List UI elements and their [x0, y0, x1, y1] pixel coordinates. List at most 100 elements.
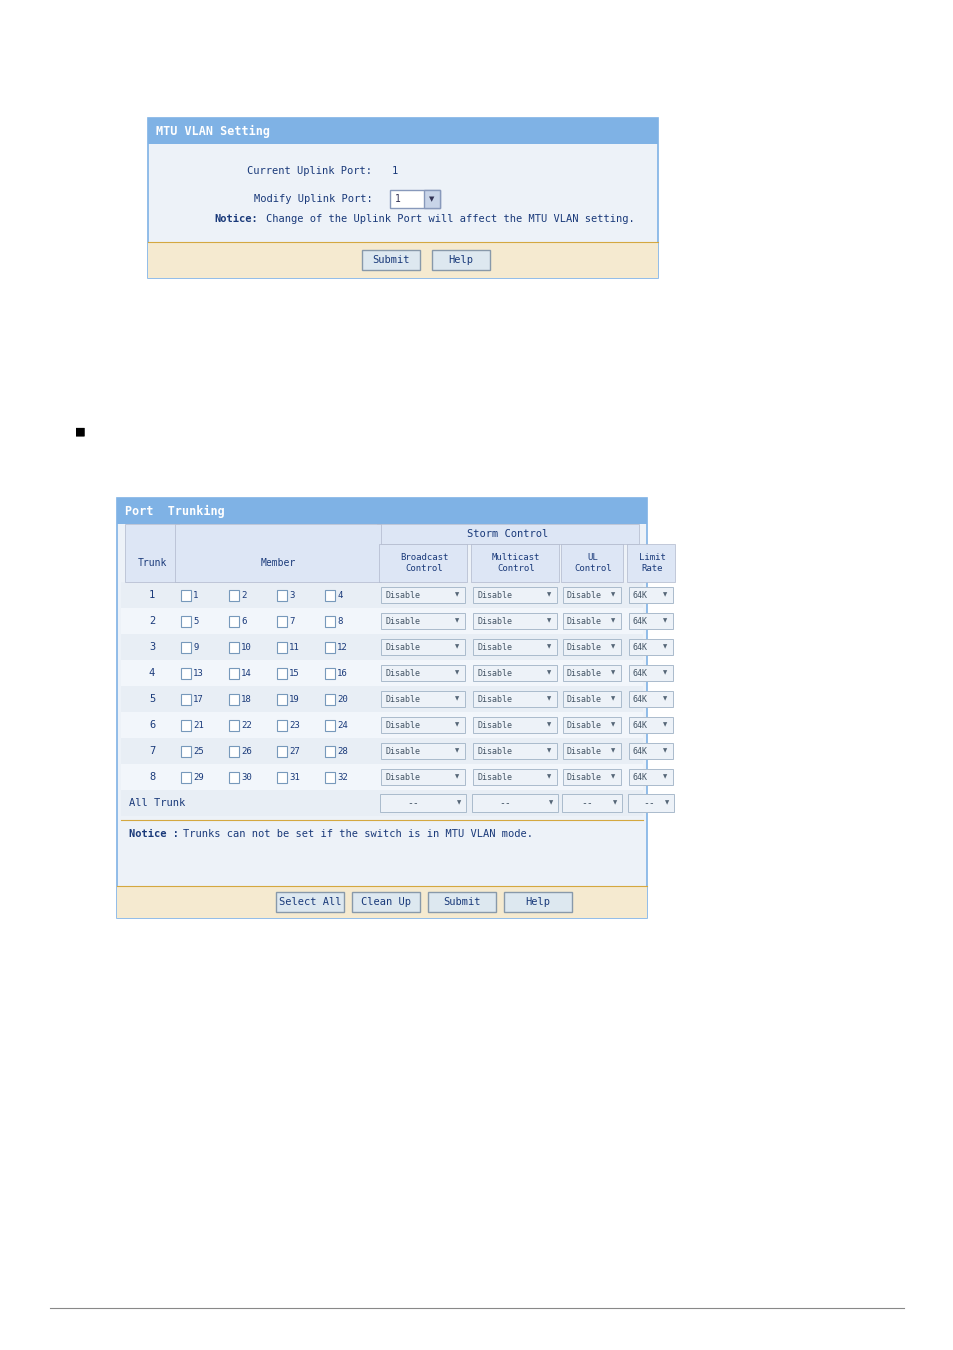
- Bar: [121, 660, 642, 686]
- Bar: [473, 613, 557, 629]
- Text: MTU VLAN Setting: MTU VLAN Setting: [155, 124, 270, 138]
- Text: Member: Member: [260, 558, 295, 568]
- Bar: [181, 745, 191, 756]
- Text: ▼: ▼: [610, 775, 615, 779]
- Text: 64K: 64K: [633, 590, 647, 599]
- Text: 64K: 64K: [633, 772, 647, 782]
- Bar: [181, 667, 191, 679]
- Bar: [562, 769, 620, 784]
- Text: ▼: ▼: [546, 671, 551, 675]
- Text: 2: 2: [241, 590, 246, 599]
- Text: Trunks can not be set if the switch is in MTU VLAN mode.: Trunks can not be set if the switch is i…: [183, 829, 533, 838]
- Bar: [380, 639, 464, 655]
- Text: ▼: ▼: [610, 722, 615, 728]
- Text: Disable: Disable: [385, 617, 419, 625]
- Text: 5: 5: [193, 617, 198, 625]
- Bar: [325, 694, 335, 705]
- Text: 64K: 64K: [633, 694, 647, 703]
- Text: Disable: Disable: [566, 772, 601, 782]
- Bar: [148, 242, 658, 278]
- Text: Disable: Disable: [476, 694, 512, 703]
- Bar: [380, 769, 464, 784]
- Text: ▼: ▼: [662, 593, 666, 598]
- Text: 15: 15: [289, 668, 299, 678]
- Bar: [325, 641, 335, 652]
- Bar: [229, 745, 239, 756]
- Bar: [276, 616, 287, 626]
- Text: 19: 19: [289, 694, 299, 703]
- Bar: [276, 590, 287, 601]
- Text: 23: 23: [289, 721, 299, 729]
- Text: Trunk: Trunk: [137, 558, 167, 568]
- Text: ■: ■: [75, 427, 86, 437]
- Text: Disable: Disable: [566, 694, 601, 703]
- Bar: [562, 587, 620, 603]
- Bar: [389, 190, 439, 208]
- Bar: [325, 590, 335, 601]
- Bar: [229, 616, 239, 626]
- Bar: [229, 590, 239, 601]
- Text: ▼: ▼: [612, 801, 617, 806]
- Bar: [378, 544, 467, 582]
- Bar: [121, 608, 642, 634]
- Text: Modify Uplink Port:: Modify Uplink Port:: [253, 194, 372, 204]
- Text: 3: 3: [149, 643, 155, 652]
- Text: ▼: ▼: [455, 697, 458, 702]
- Text: ▼: ▼: [546, 618, 551, 624]
- Bar: [473, 743, 557, 759]
- Text: Disable: Disable: [385, 721, 419, 729]
- Text: ▼: ▼: [662, 644, 666, 649]
- Text: ▼: ▼: [455, 671, 458, 675]
- Bar: [628, 717, 672, 733]
- Text: ▼: ▼: [546, 748, 551, 753]
- Bar: [503, 892, 572, 913]
- Bar: [229, 771, 239, 783]
- Text: 10: 10: [241, 643, 252, 652]
- Text: 32: 32: [336, 772, 348, 782]
- Bar: [121, 790, 642, 815]
- Text: 22: 22: [241, 721, 252, 729]
- Bar: [121, 738, 642, 764]
- Text: 20: 20: [336, 694, 348, 703]
- Text: 7: 7: [149, 747, 155, 756]
- Text: --: --: [580, 798, 592, 809]
- Text: Disable: Disable: [385, 668, 419, 678]
- Bar: [379, 794, 465, 811]
- Bar: [562, 743, 620, 759]
- Bar: [473, 769, 557, 784]
- Text: ▼: ▼: [662, 671, 666, 675]
- Text: --: --: [498, 798, 510, 809]
- Text: Multicast
Control: Multicast Control: [492, 554, 539, 572]
- Text: ▼: ▼: [610, 644, 615, 649]
- Text: Submit: Submit: [372, 255, 410, 265]
- Bar: [380, 743, 464, 759]
- Bar: [121, 711, 642, 738]
- Text: ▼: ▼: [664, 801, 668, 806]
- Text: UL
Control: UL Control: [574, 554, 611, 572]
- Bar: [121, 764, 642, 790]
- Bar: [376, 524, 639, 544]
- Text: 7: 7: [289, 617, 294, 625]
- Bar: [628, 691, 672, 707]
- Text: 6: 6: [241, 617, 246, 625]
- Text: 31: 31: [289, 772, 299, 782]
- Text: 64K: 64K: [633, 643, 647, 652]
- Bar: [380, 587, 464, 603]
- Text: ▼: ▼: [662, 748, 666, 753]
- Bar: [423, 190, 439, 208]
- Text: ▼: ▼: [546, 722, 551, 728]
- Text: Submit: Submit: [443, 896, 480, 907]
- Bar: [473, 691, 557, 707]
- Bar: [181, 641, 191, 652]
- Text: ▼: ▼: [455, 775, 458, 779]
- Bar: [276, 694, 287, 705]
- Text: ■: ■: [75, 427, 86, 437]
- Bar: [473, 639, 557, 655]
- Bar: [432, 250, 490, 270]
- Bar: [627, 794, 673, 811]
- Text: Disable: Disable: [476, 617, 512, 625]
- Text: Disable: Disable: [476, 668, 512, 678]
- Bar: [562, 639, 620, 655]
- Bar: [181, 771, 191, 783]
- Text: Current Uplink Port:: Current Uplink Port:: [247, 166, 372, 177]
